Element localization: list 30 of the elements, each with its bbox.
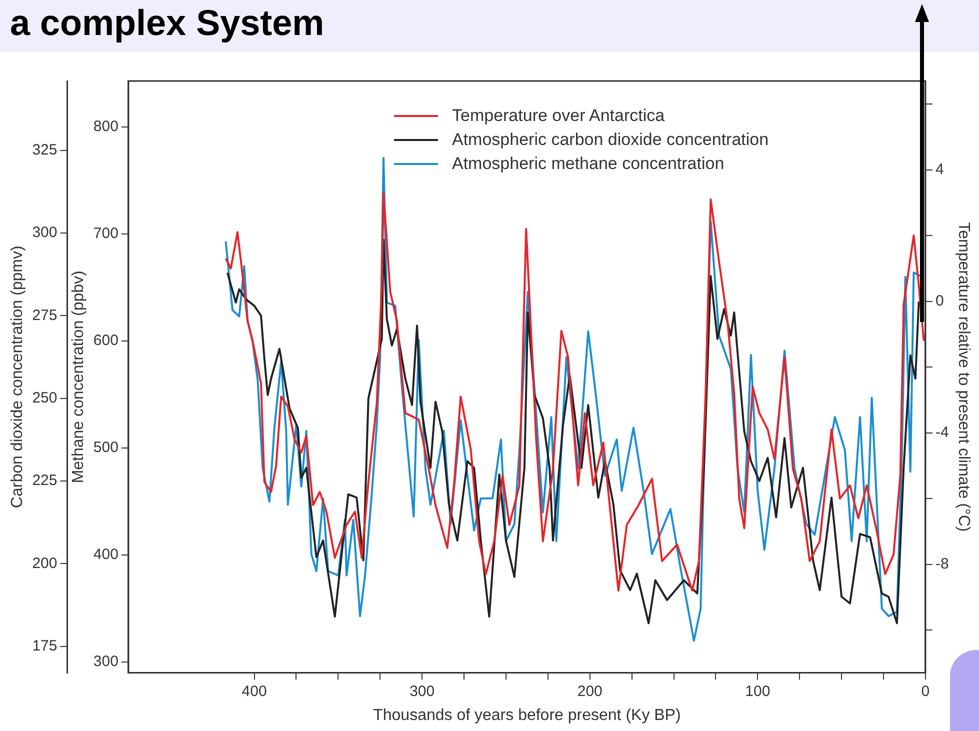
chart-title: a complex System <box>10 2 324 44</box>
y-tick-label: 200 <box>32 554 58 572</box>
y2-axis-title: Temperature relative to present climate (°C) <box>954 222 972 532</box>
x-axis-title: Thousands of years before present (Ky BP) <box>373 706 681 724</box>
y3-axis-title: Methane concentration (ppbv) <box>70 270 88 484</box>
legend-label: Temperature over Antarctica <box>452 105 665 127</box>
x-tick-label: 300 <box>410 682 435 700</box>
x-tick-label: 200 <box>577 682 602 700</box>
y3-tick-label: 700 <box>93 225 118 242</box>
y3-tick-label: 300 <box>93 653 118 670</box>
y-tick-label: 275 <box>32 306 58 324</box>
y2-tick-label: -8 <box>935 555 949 572</box>
y3-tick-label: 800 <box>93 118 118 136</box>
y-tick-label: 250 <box>32 390 58 407</box>
legend-label: Atmospheric methane concentration <box>452 153 724 175</box>
y2-tick-label: -4 <box>935 424 949 441</box>
y3-tick-label: 500 <box>93 439 118 456</box>
y-tick-label: 175 <box>32 637 58 654</box>
y-tick-label: 225 <box>32 472 58 490</box>
x-tick-label: 0 <box>921 682 930 700</box>
y-tick-label: 300 <box>32 224 58 242</box>
x-tick-label: 100 <box>745 682 770 700</box>
y3-tick-label: 400 <box>93 546 118 564</box>
y-axis-title: Carbon dioxide concentration (ppmv) <box>9 246 26 508</box>
legend-label: Atmospheric carbon dioxide concentration <box>452 129 769 151</box>
x-tick-label: 400 <box>242 682 267 700</box>
y2-tick-label: 0 <box>935 292 944 310</box>
y-tick-label: 325 <box>32 142 58 159</box>
y3-tick-label: 600 <box>93 332 118 350</box>
y2-tick-label: 4 <box>935 160 944 178</box>
